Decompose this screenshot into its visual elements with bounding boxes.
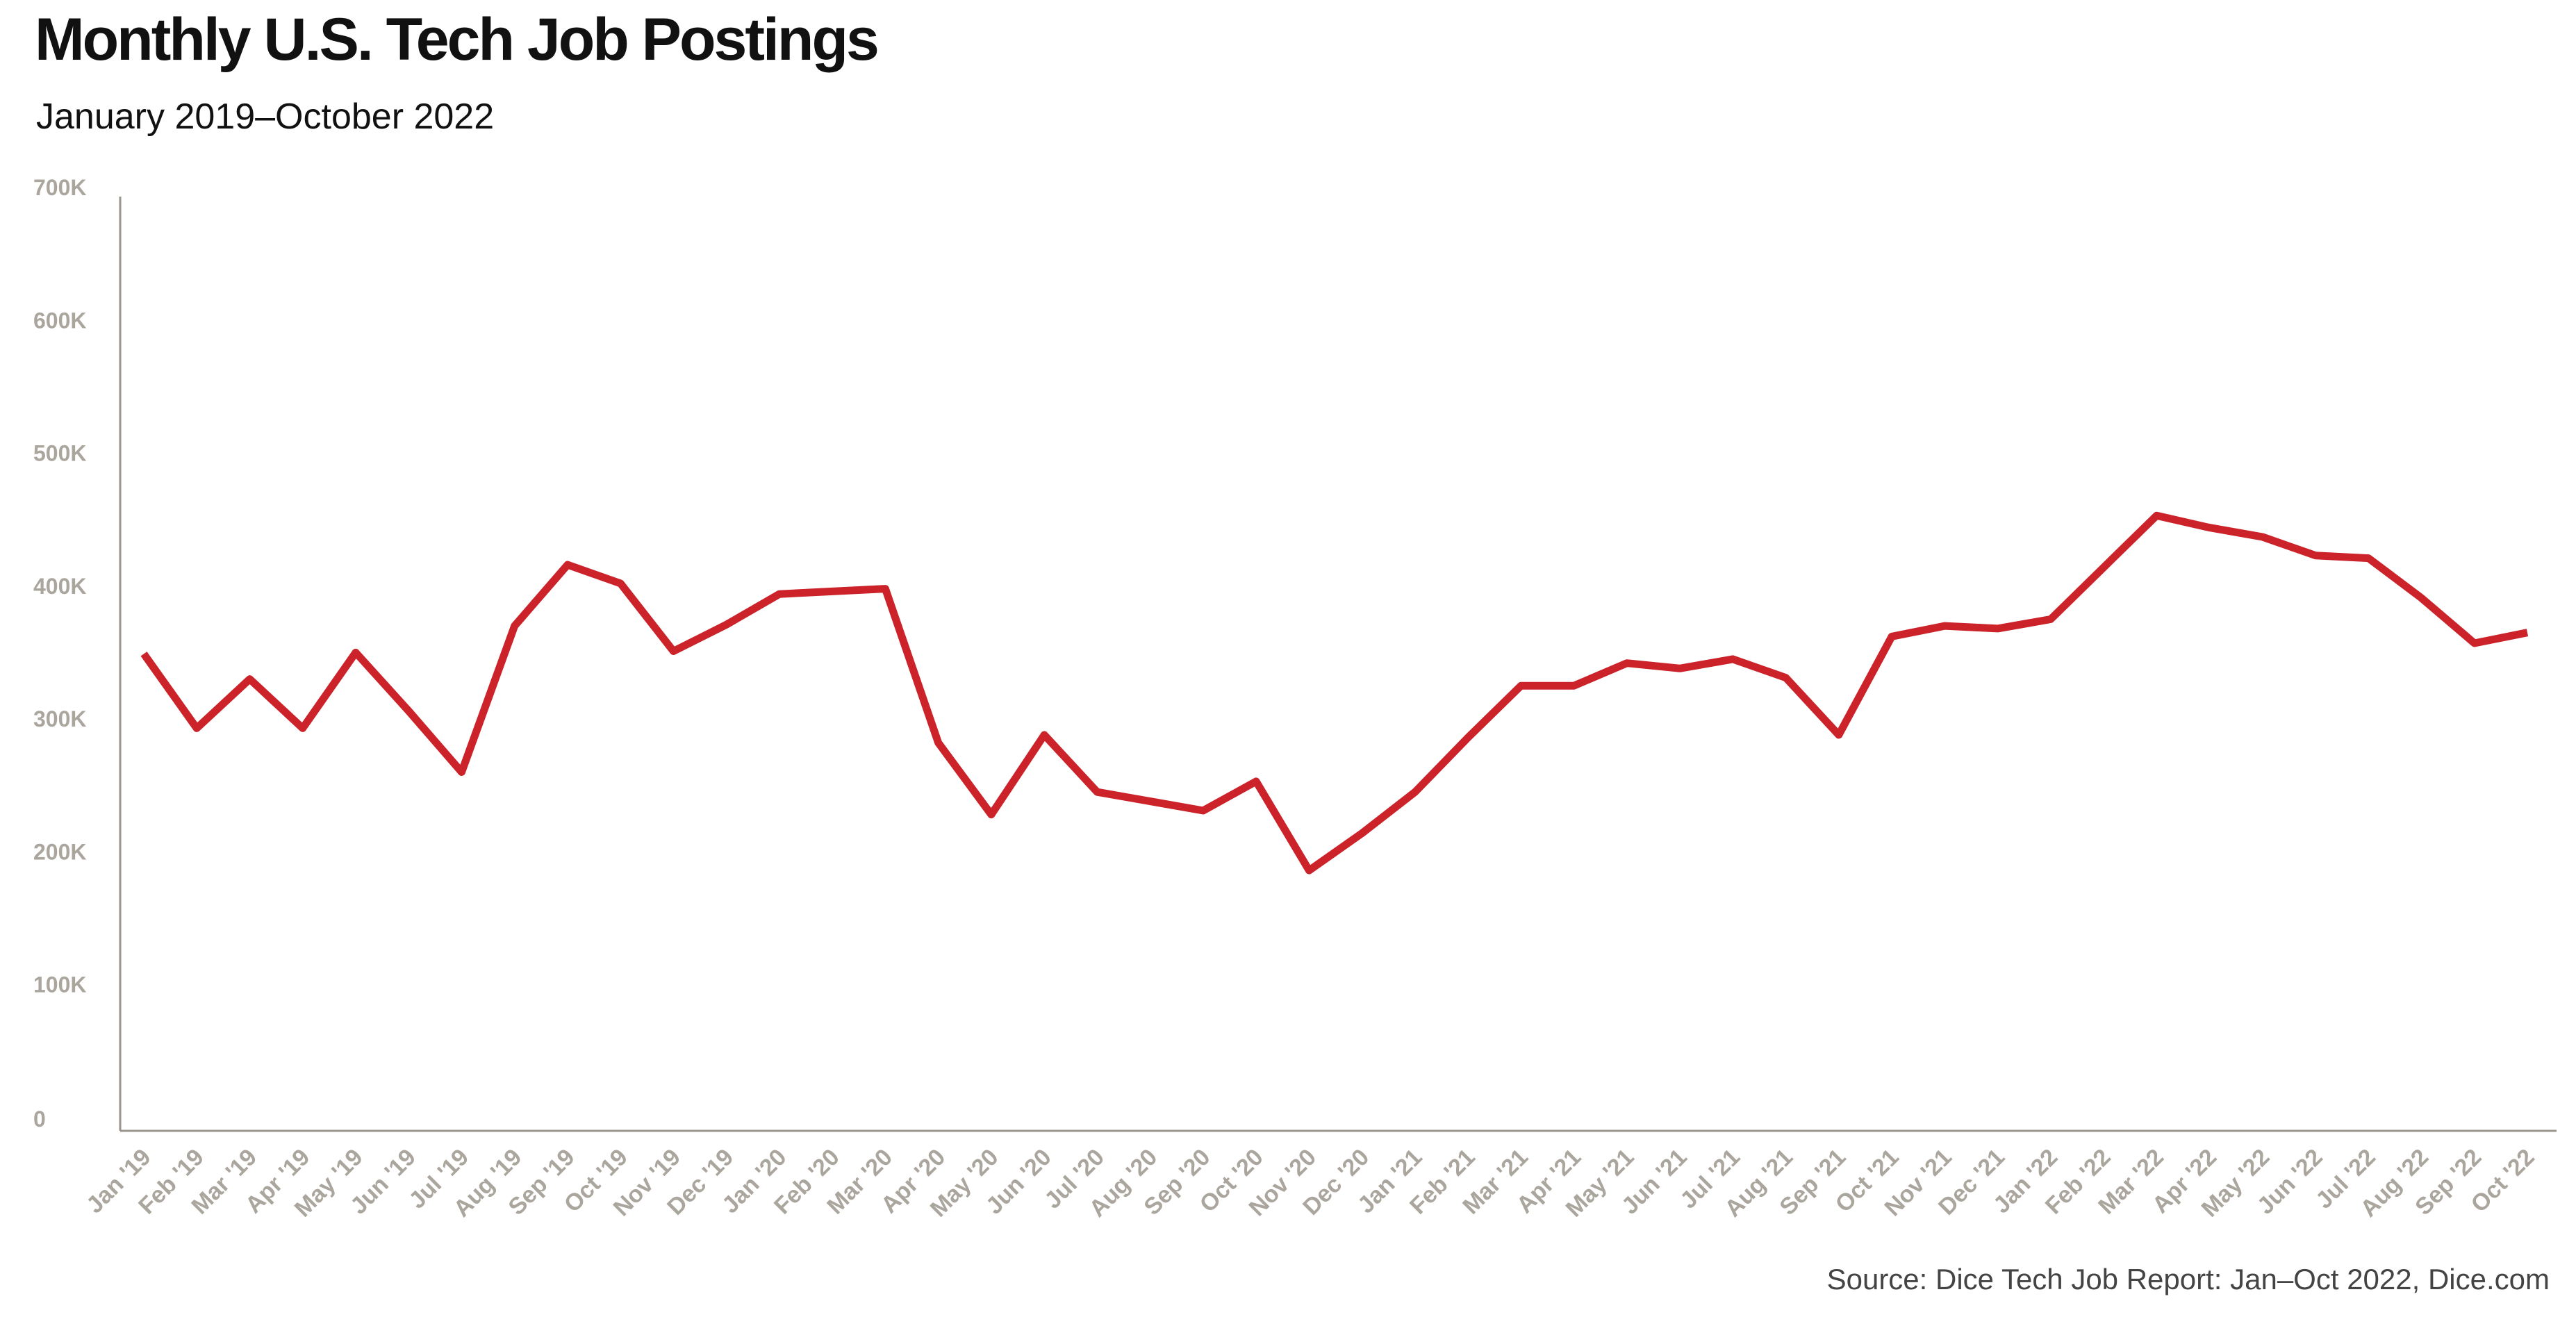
y-tick-label: 600K xyxy=(33,308,87,333)
y-tick-label: 0 xyxy=(33,1107,46,1132)
y-tick-label: 100K xyxy=(33,972,87,997)
y-tick-label: 400K xyxy=(33,574,87,599)
y-tick-label: 700K xyxy=(33,175,87,200)
y-tick-label: 200K xyxy=(33,839,87,864)
y-axis: 0 100K 200K 300K 400K 500K 600K 700K xyxy=(33,175,122,1132)
plot-area xyxy=(140,511,2529,875)
source-note: Source: Dice Tech Job Report: Jan–Oct 20… xyxy=(1826,1263,2550,1295)
series-line xyxy=(140,511,2529,875)
chart-subtitle: January 2019–October 2022 xyxy=(36,97,495,137)
y-tick-label: 500K xyxy=(33,441,87,466)
y-tick-label: 300K xyxy=(33,706,87,731)
chart-title: Monthly U.S. Tech Job Postings xyxy=(35,6,880,73)
